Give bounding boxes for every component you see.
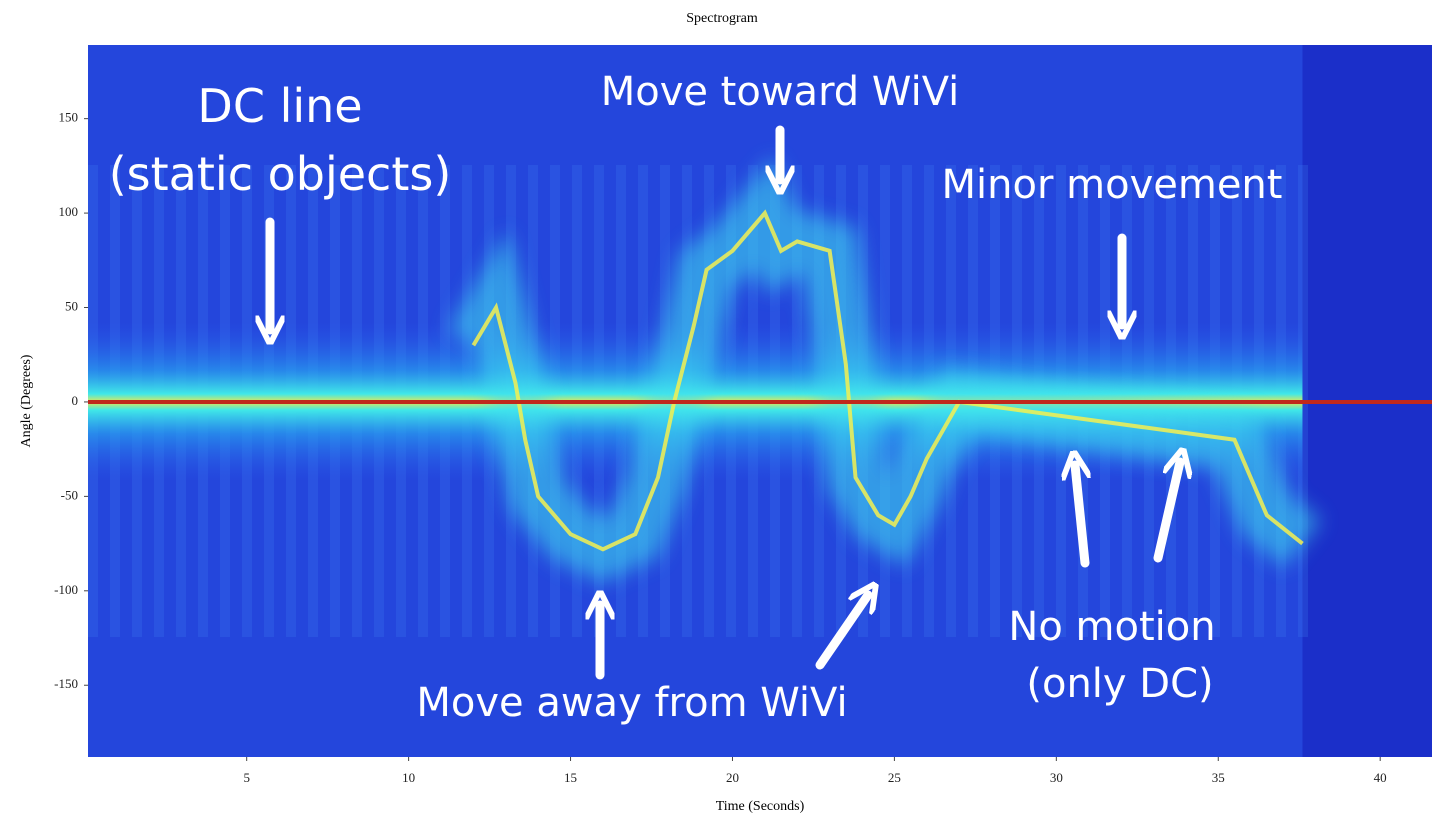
chart-title: Spectrogram	[686, 11, 758, 26]
x-axis-label: Time (Seconds)	[716, 799, 805, 814]
y-tick-label: 150	[59, 110, 79, 125]
y-tick-label: -150	[54, 676, 78, 691]
trace	[471, 209, 1304, 552]
x-tick-label: 30	[1050, 770, 1063, 785]
spectrogram	[88, 45, 1432, 757]
y-tick-label: -100	[54, 582, 78, 597]
x-tick-label: 35	[1212, 770, 1225, 785]
x-tick-label: 15	[564, 770, 577, 785]
annotation: DC line	[197, 79, 362, 133]
y-tick-label: 50	[65, 298, 78, 313]
y-tick-label: 100	[59, 204, 79, 219]
annotation: (static objects)	[109, 147, 452, 201]
x-tick-label: 10	[402, 770, 415, 785]
x-tick-label: 25	[888, 770, 901, 785]
annotation: (only DC)	[1026, 661, 1213, 707]
annotation: Minor movement	[942, 162, 1283, 208]
x-tick-label: 40	[1374, 770, 1387, 785]
y-tick-label: -50	[61, 487, 78, 502]
x-tick-label: 5	[243, 770, 250, 785]
arrows	[270, 125, 1180, 680]
y-tick-label: 0	[72, 393, 79, 408]
annotation: No motion	[1008, 604, 1215, 650]
annotation: Move toward WiVi	[601, 69, 960, 115]
y-axis-label: Angle (Degrees)	[19, 354, 34, 447]
annotation: Move away from WiVi	[416, 680, 847, 726]
x-tick-label: 20	[726, 770, 739, 785]
